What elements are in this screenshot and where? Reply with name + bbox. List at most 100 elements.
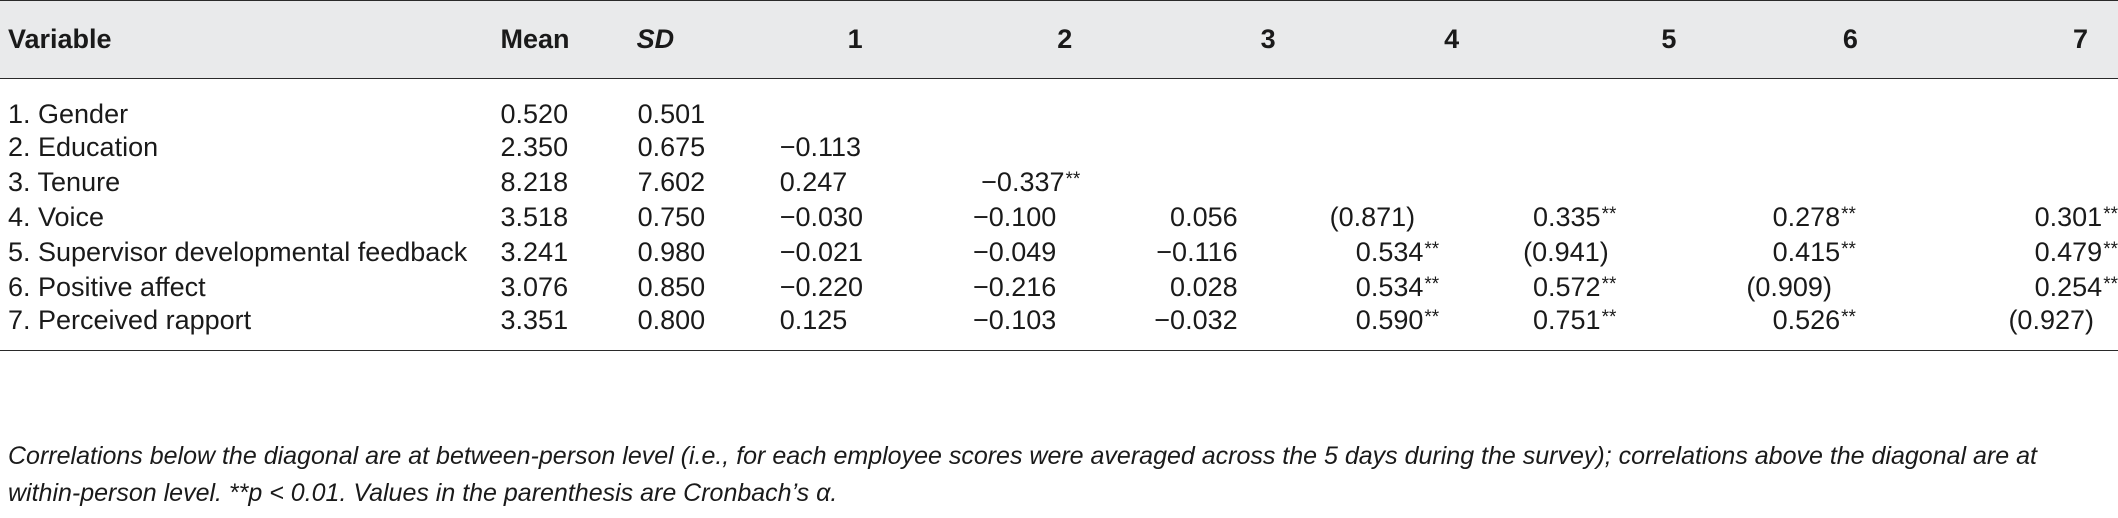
header-col-7: 7 bbox=[1903, 0, 2118, 79]
significance-marker: ** bbox=[1841, 204, 1856, 225]
table-row: 7. Perceived rapport 3.351 0.800 0.125 −0.10… bbox=[0, 305, 2118, 351]
cell-corr-7 bbox=[1904, 79, 2118, 131]
table-header: Variable Mean SD 1 2 3 4 5 6 7 bbox=[0, 0, 2118, 79]
cell-corr-4: 0.590** bbox=[1311, 305, 1524, 351]
corr-value: 0.534 bbox=[1355, 272, 1424, 302]
corr-value: (0.871) bbox=[1329, 202, 1416, 232]
cell-corr-4 bbox=[1312, 165, 1524, 200]
cell-corr-4 bbox=[1312, 130, 1524, 165]
corr-value: −0.032 bbox=[1154, 305, 1238, 335]
cell-mean: 2.350 bbox=[500, 132, 569, 162]
table-row: 2. Education 2.350 0.675 −0.113 bbox=[0, 130, 2118, 165]
cell-corr-3: −0.116 bbox=[1130, 235, 1311, 270]
table-row: 5. Supervisor developmental feedback 3.24… bbox=[0, 235, 2118, 270]
correlation-table: Variable Mean SD 1 2 3 4 5 6 7 1. Gender… bbox=[0, 0, 2118, 351]
corr-value: −0.100 bbox=[972, 202, 1057, 232]
cell-corr-7 bbox=[1904, 130, 2118, 165]
cell-corr-7: (0.927) bbox=[1903, 305, 2118, 351]
cell-sd: 0.750 bbox=[637, 202, 706, 232]
cell-corr-5: (0.941) bbox=[1523, 235, 1686, 270]
cell-corr-6: 0.526** bbox=[1686, 305, 1904, 351]
cell-corr-3 bbox=[1130, 79, 1311, 131]
cell-variable: 7. Perceived rapport bbox=[0, 305, 478, 351]
cell-corr-4: 0.534** bbox=[1312, 270, 1524, 305]
cell-corr-1: −0.030 bbox=[780, 200, 901, 235]
corr-value: −0.049 bbox=[972, 237, 1057, 267]
corr-value: −0.103 bbox=[972, 305, 1057, 335]
significance-marker: ** bbox=[1601, 307, 1617, 328]
corr-value: −0.116 bbox=[1156, 237, 1238, 267]
corr-value: −0.216 bbox=[972, 272, 1057, 302]
corr-value: 0.479 bbox=[2034, 237, 2103, 267]
corr-value: 0.335 bbox=[1532, 202, 1601, 232]
corr-value: 0.415 bbox=[1772, 237, 1841, 267]
corr-value: 0.301 bbox=[2034, 202, 2103, 232]
corr-value: 0.125 bbox=[779, 305, 848, 335]
corr-value: 0.254 bbox=[2034, 272, 2103, 302]
cell-sd: 0.980 bbox=[637, 237, 706, 267]
significance-marker: ** bbox=[1601, 204, 1617, 225]
significance-marker: ** bbox=[1841, 239, 1856, 260]
cell-corr-3 bbox=[1130, 130, 1311, 165]
corr-value: −0.030 bbox=[779, 202, 864, 232]
table-row: 6. Positive affect 3.076 0.850 −0.220 −0.216… bbox=[0, 270, 2118, 305]
cell-corr-5 bbox=[1523, 79, 1686, 131]
cell-corr-2 bbox=[901, 79, 1131, 131]
cell-corr-6 bbox=[1686, 79, 1904, 131]
cell-mean: 8.218 bbox=[500, 167, 569, 197]
corr-value: 0.028 bbox=[1170, 272, 1238, 302]
header-col-6: 6 bbox=[1686, 0, 1904, 79]
cell-corr-2 bbox=[901, 130, 1131, 165]
significance-marker: ** bbox=[1424, 239, 1440, 260]
header-col-2: 2 bbox=[900, 0, 1131, 79]
cell-corr-3: 0.028 bbox=[1130, 270, 1311, 305]
corr-value: 0.534 bbox=[1355, 237, 1424, 267]
corr-value: 0.590 bbox=[1355, 305, 1424, 335]
cell-corr-3 bbox=[1130, 165, 1311, 200]
significance-marker: ** bbox=[1065, 169, 1081, 190]
corr-value: (0.941) bbox=[1523, 237, 1609, 267]
cell-corr-6 bbox=[1686, 130, 1904, 165]
cell-corr-6: 0.415** bbox=[1686, 235, 1904, 270]
cell-corr-2: −0.103 bbox=[900, 305, 1131, 351]
cell-corr-1: 0.247 bbox=[780, 165, 901, 200]
cell-corr-3: −0.032 bbox=[1130, 305, 1312, 351]
header-mean: Mean bbox=[477, 0, 623, 79]
cell-corr-5 bbox=[1523, 130, 1686, 165]
header-row: Variable Mean SD 1 2 3 4 5 6 7 bbox=[0, 0, 2118, 79]
significance-marker: ** bbox=[2103, 274, 2118, 295]
header-variable: Variable bbox=[0, 0, 478, 79]
cell-corr-1: −0.113 bbox=[780, 130, 901, 165]
table-row: 3. Tenure 8.218 7.602 0.247 −0.337** bbox=[0, 165, 2118, 200]
cell-sd: 0.800 bbox=[622, 305, 780, 351]
cell-mean: 3.241 bbox=[500, 237, 569, 267]
cell-mean: 3.351 bbox=[477, 305, 623, 351]
cell-corr-4 bbox=[1312, 79, 1524, 131]
cell-corr-7: 0.479** bbox=[1904, 235, 2118, 270]
table-row: 1. Gender 0.520 0.501 bbox=[0, 79, 2118, 131]
cell-corr-5: 0.335** bbox=[1523, 200, 1686, 235]
corr-value: −0.021 bbox=[779, 237, 864, 267]
header-col-4: 4 bbox=[1311, 0, 1524, 79]
corr-value: 0.056 bbox=[1170, 202, 1238, 232]
cell-corr-2: −0.100 bbox=[901, 200, 1131, 235]
significance-marker: ** bbox=[1601, 274, 1617, 295]
corr-value: 0.247 bbox=[779, 167, 848, 197]
corr-value: −0.220 bbox=[779, 272, 864, 302]
corr-value: 0.526 bbox=[1772, 305, 1841, 335]
cell-variable: 4. Voice bbox=[8, 202, 105, 232]
cell-variable: 1. Gender bbox=[8, 99, 129, 129]
header-col-3: 3 bbox=[1130, 0, 1312, 79]
cell-sd: 0.850 bbox=[637, 272, 706, 302]
corr-value: 0.278 bbox=[1772, 202, 1841, 232]
cell-sd: 0.675 bbox=[637, 132, 706, 162]
significance-marker: ** bbox=[1424, 307, 1440, 328]
cell-corr-7: 0.301** bbox=[1904, 200, 2118, 235]
header-sd: SD bbox=[622, 0, 780, 79]
cell-corr-2: −0.049 bbox=[901, 235, 1131, 270]
significance-marker: ** bbox=[2103, 204, 2118, 225]
cell-sd: 0.501 bbox=[637, 99, 706, 129]
cell-variable: 5. Supervisor developmental feedback bbox=[8, 237, 468, 267]
cell-corr-4: (0.871) bbox=[1312, 200, 1524, 235]
